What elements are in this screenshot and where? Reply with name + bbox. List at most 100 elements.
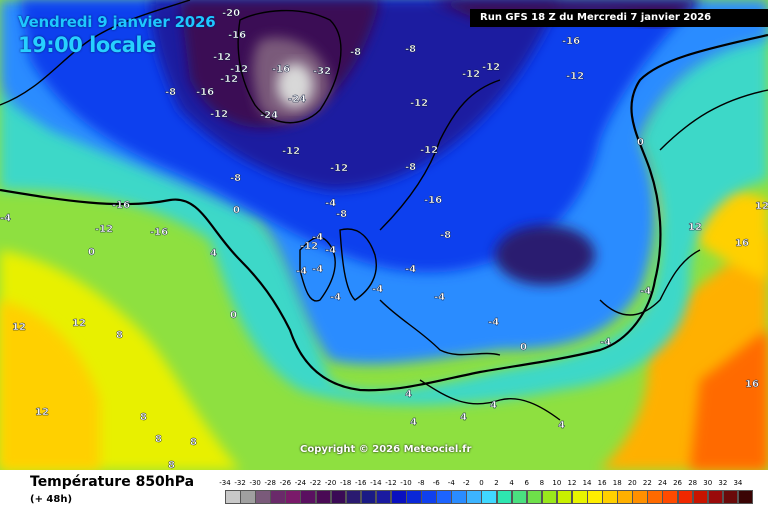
map-temperature-label: -4 xyxy=(600,337,611,348)
map-temperature-label: 12 xyxy=(688,222,702,233)
map-temperature-label: -4 xyxy=(0,213,11,224)
legend-label: 24 xyxy=(658,479,667,487)
map-temperature-label: 4 xyxy=(405,389,412,400)
legend-label: -22 xyxy=(309,479,322,487)
legend-swatch xyxy=(496,490,513,504)
legend-label: -14 xyxy=(370,479,382,487)
map-temperature-label: -12 xyxy=(220,74,238,85)
legend-label: -30 xyxy=(249,479,261,487)
map-temperature-label: -8 xyxy=(405,162,416,173)
legend-label: -20 xyxy=(324,479,337,487)
map-temperature-label: 0 xyxy=(233,205,240,216)
map-temperature-label: 0 xyxy=(88,247,95,258)
map-temperature-label: -4 xyxy=(372,284,383,295)
legend-swatch xyxy=(737,490,754,504)
map-temperature-label: -8 xyxy=(336,209,347,220)
map-temperature-label: -16 xyxy=(228,30,246,41)
map-temperature-label: 16 xyxy=(745,379,759,390)
map-temperature-label: -16 xyxy=(112,200,130,211)
legend-swatch xyxy=(270,490,286,504)
map-temperature-label: -4 xyxy=(488,317,499,328)
legend-swatch xyxy=(330,490,347,504)
map-temperature-label: 4 xyxy=(490,400,497,411)
map-temperature-label: 12 xyxy=(12,322,26,333)
map-temperature-label: -4 xyxy=(325,198,336,209)
map-temperature-label: -4 xyxy=(434,292,445,303)
legend-swatch xyxy=(526,490,543,504)
legend-label: 26 xyxy=(673,479,683,487)
map-temperature-label: 0 xyxy=(230,310,237,321)
legend-label: 30 xyxy=(703,479,713,487)
map-temperature-label: -24 xyxy=(260,110,278,121)
legend-swatch xyxy=(677,490,694,504)
map-temperature-label: -4 xyxy=(312,264,323,275)
legend-label: 4 xyxy=(509,479,514,487)
legend-swatch xyxy=(390,490,407,504)
legend-label: 12 xyxy=(567,479,577,487)
legend-swatch xyxy=(466,490,482,504)
legend-label: 34 xyxy=(733,479,743,487)
legend-label: -34 xyxy=(219,479,231,487)
legend-labels: -34 -32 -30 -28 -26 -24 -22 -20 -18 -16 -14 -12 -10-… xyxy=(219,479,753,489)
legend-swatch xyxy=(556,490,573,504)
legend-label: 22 xyxy=(642,479,652,487)
map-temperature-label: -12 xyxy=(213,52,231,63)
legend-swatch xyxy=(285,490,301,504)
map-temperature-label: -12 xyxy=(330,163,348,174)
map-temperature-label: -8 xyxy=(350,47,361,58)
hot-zone-southwest xyxy=(0,300,100,470)
legend-swatch xyxy=(632,490,648,504)
copyright-text: Copyright © 2026 Meteociel.fr xyxy=(300,444,472,455)
legend-swatch xyxy=(541,490,558,504)
legend-swatch xyxy=(662,490,679,504)
map-temperature-label: 16 xyxy=(735,238,749,249)
legend-label: -10 xyxy=(400,479,412,487)
map-temperature-label: 4 xyxy=(410,417,417,428)
map-temperature-label: -12 xyxy=(230,64,248,75)
map-temperature-label: -12 xyxy=(300,241,318,252)
legend-label: 32 xyxy=(718,479,728,487)
map-temperature-label: -12 xyxy=(482,62,500,73)
legend-label: -8 xyxy=(417,479,425,487)
legend-label: 2 xyxy=(494,479,499,487)
map-temperature-label: -16 xyxy=(424,195,442,206)
legend-label: -4 xyxy=(447,479,455,487)
legend-swatch xyxy=(587,490,603,504)
parameter-title: Température 850hPa xyxy=(30,474,195,490)
map-temperature-label: 8 xyxy=(140,412,147,423)
legend-swatch xyxy=(345,490,362,504)
map-temperature-label: -4 xyxy=(312,232,323,243)
map-temperature-label: 4 xyxy=(558,420,565,431)
legend-label: 14 xyxy=(582,479,592,487)
legend-swatch xyxy=(647,490,663,504)
legend-swatch xyxy=(571,490,588,504)
legend-swatch xyxy=(406,490,422,504)
map-temperature-label: 8 xyxy=(168,460,175,470)
map-temperature-label: 4 xyxy=(460,412,467,423)
map-temperature-label: 12 xyxy=(72,318,86,329)
legend-swatch xyxy=(511,490,528,504)
legend-label: -28 xyxy=(264,479,276,487)
map-temperature-label: 0 xyxy=(520,342,527,353)
map-temperature-label: 4 xyxy=(210,248,217,259)
map-temperature-label: -4 xyxy=(296,266,307,277)
legend-label: -24 xyxy=(294,479,307,487)
legend-swatch xyxy=(315,490,332,504)
map-temperature-label: -16 xyxy=(196,87,214,98)
map-temperature-label: -4 xyxy=(640,286,651,297)
map-temperature-label: -12 xyxy=(282,146,300,157)
forecast-step: (+ 48h) xyxy=(30,494,73,505)
map-temperature-label: -4 xyxy=(325,245,336,256)
map-temperature-label: -8 xyxy=(440,230,451,241)
legend-swatch xyxy=(240,490,256,504)
forecast-date: Vendredi 9 janvier 2026 xyxy=(18,13,216,31)
map-temperature-label: -12 xyxy=(462,69,480,80)
legend-swatch xyxy=(707,490,724,504)
run-info: Run GFS 18 Z du Mercredi 7 janvier 2026 xyxy=(470,9,768,27)
legend-label: 6 xyxy=(524,479,529,487)
legend-swatch xyxy=(300,490,316,504)
legend-label: -26 xyxy=(279,479,292,487)
map-temperature-label: 8 xyxy=(116,330,123,341)
map-temperature-label: -16 xyxy=(562,36,580,47)
map-temperature-label: -16 xyxy=(150,227,168,238)
